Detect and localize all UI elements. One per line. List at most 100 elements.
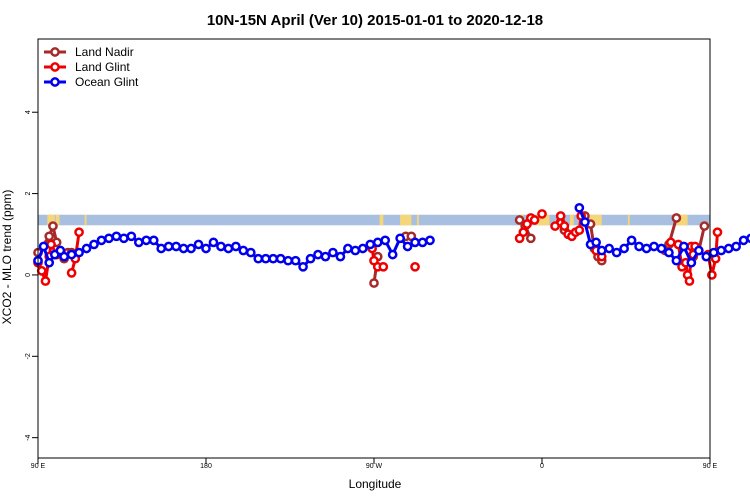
data-point-ocean-glint (298, 261, 308, 272)
data-point-land-glint (518, 227, 529, 238)
legend-marker (50, 77, 60, 87)
y-tick-label: 0 (25, 273, 32, 277)
data-point-land-glint (40, 276, 51, 286)
data-point-ocean-glint (89, 239, 99, 250)
data-point-ocean-glint (268, 253, 279, 264)
data-point-ocean-glint (245, 247, 256, 258)
land-segment (84, 214, 87, 226)
land-segment (586, 214, 602, 226)
data-point-land-glint (74, 227, 84, 238)
data-point-land-glint (665, 237, 676, 248)
data-point-land-glint (378, 261, 389, 272)
data-point-ocean-glint (66, 249, 77, 260)
data-point-land-glint (537, 209, 547, 219)
data-point-ocean-glint (591, 237, 601, 248)
data-point-ocean-glint (320, 251, 331, 262)
data-point-ocean-glint (141, 235, 152, 246)
data-point-ocean-glint (178, 243, 189, 254)
data-point-ocean-glint (574, 202, 585, 213)
data-point-ocean-glint (133, 237, 144, 248)
data-point-ocean-glint (335, 251, 346, 262)
land-segment (55, 214, 60, 226)
data-point-ocean-glint (275, 253, 286, 264)
data-point-ocean-glint (119, 233, 129, 244)
data-point-ocean-glint (148, 235, 159, 246)
data-point-ocean-glint (126, 231, 137, 242)
data-point-ocean-glint (313, 249, 323, 260)
data-point-land-glint (707, 270, 717, 280)
data-point-ocean-glint (223, 243, 234, 254)
data-point-ocean-glint (238, 245, 249, 256)
data-point-ocean-glint (81, 243, 92, 254)
data-point-ocean-glint (402, 241, 413, 252)
data-point-ocean-glint (111, 231, 122, 242)
y-tick-label: -4 (25, 434, 32, 440)
data-point-ocean-glint (723, 243, 734, 254)
land-segment (416, 214, 419, 226)
data-point-ocean-glint (216, 241, 226, 252)
data-point-land-nadir (671, 213, 682, 223)
data-point-ocean-glint (305, 253, 316, 264)
data-point-land-glint (574, 225, 585, 236)
data-point-ocean-glint (708, 247, 719, 258)
data-point-ocean-glint (604, 243, 615, 254)
data-point-ocean-glint (163, 241, 174, 252)
data-point-land-nadir (525, 233, 536, 244)
data-point-ocean-glint (634, 241, 644, 252)
data-point-land-nadir (699, 221, 710, 231)
series-layer (33, 202, 750, 288)
legend-item-land-glint: Land Glint (44, 60, 130, 74)
data-point-ocean-glint (283, 255, 293, 266)
data-point-ocean-glint (208, 237, 219, 248)
x-tick-label: 0 (540, 463, 544, 470)
x-axis-title: Longitude (349, 477, 402, 491)
land-segment (400, 214, 412, 226)
land-mask-band (38, 214, 710, 226)
land-segment (570, 214, 574, 226)
data-point-ocean-glint (201, 243, 211, 254)
data-point-land-glint (684, 276, 695, 286)
data-point-ocean-glint (350, 245, 361, 256)
data-point-ocean-glint (641, 243, 652, 254)
data-point-land-glint (46, 239, 56, 250)
data-point-ocean-glint (372, 237, 383, 248)
data-point-ocean-glint (253, 253, 264, 264)
data-point-ocean-glint (260, 253, 271, 264)
data-point-land-nadir (369, 278, 379, 288)
series-ocean-glint (33, 202, 750, 272)
data-point-ocean-glint (38, 241, 49, 252)
legend-item-land-nadir: Land Nadir (44, 45, 134, 59)
legend-item-ocean-glint: Ocean Glint (44, 75, 139, 89)
data-point-ocean-glint (387, 249, 398, 260)
y-tick-label: -2 (25, 353, 32, 359)
data-point-ocean-glint (693, 245, 704, 256)
data-point-ocean-glint (343, 243, 353, 254)
data-point-land-glint (410, 261, 420, 272)
data-point-land-nadir (48, 221, 58, 231)
data-point-ocean-glint (679, 241, 689, 252)
data-point-ocean-glint (380, 235, 391, 246)
y-tick-label: 2 (25, 192, 32, 196)
data-point-ocean-glint (171, 241, 181, 252)
data-point-ocean-glint (96, 235, 107, 246)
data-point-land-glint (36, 266, 47, 276)
data-point-land-nadir (44, 231, 55, 242)
data-point-ocean-glint (417, 237, 428, 248)
data-point-ocean-glint (716, 245, 727, 256)
data-point-ocean-glint (580, 217, 590, 227)
y-axis: -4 -2 0 2 4 (25, 110, 38, 441)
ocean-band (38, 214, 710, 226)
chart-title: 10N-15N April (Ver 10) 2015-01-01 to 202… (207, 12, 543, 29)
data-point-ocean-glint (44, 257, 55, 268)
x-tick-label: 180 (200, 463, 212, 470)
data-point-land-glint (559, 221, 570, 231)
series-land-glint (33, 209, 723, 286)
data-point-ocean-glint (656, 243, 667, 254)
data-point-ocean-glint (738, 235, 749, 246)
data-point-ocean-glint (104, 233, 114, 244)
data-point-ocean-glint (425, 235, 435, 246)
data-point-ocean-glint (328, 247, 338, 258)
land-segment (536, 214, 550, 226)
